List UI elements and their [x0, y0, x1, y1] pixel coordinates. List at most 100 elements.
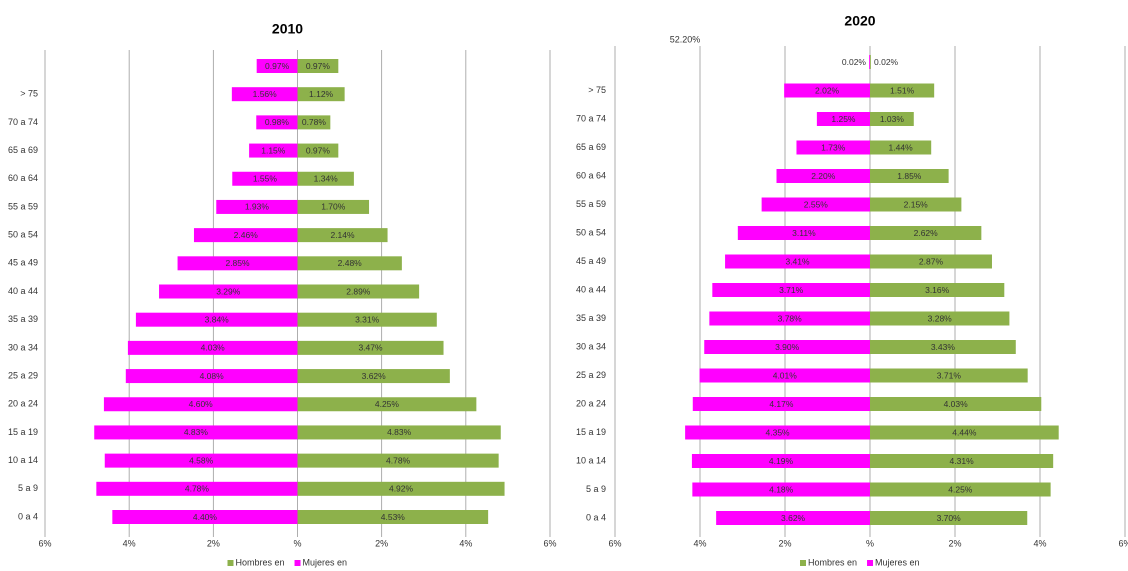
x-tick-label: 2% — [375, 538, 388, 548]
value-label: 3.16% — [925, 285, 950, 295]
bar-male — [297, 171, 354, 186]
bar-male — [870, 83, 935, 98]
y-tick-label: 70 a 74 — [8, 117, 38, 127]
bar-male — [297, 59, 339, 73]
x-tick-label: 4% — [1033, 538, 1046, 548]
x-tick-label: 4% — [693, 538, 706, 548]
bar-female — [159, 284, 298, 299]
bar-male — [297, 256, 402, 271]
bar-male — [297, 425, 501, 440]
bar-female — [127, 340, 298, 355]
bar-male — [870, 55, 871, 69]
value-label: 0.97% — [306, 145, 331, 155]
x-tick-label: 2% — [778, 538, 791, 548]
bar-female — [256, 115, 298, 130]
bar-male — [297, 369, 450, 384]
x-tick-label: 6% — [38, 538, 51, 548]
value-label: 3.41% — [785, 256, 810, 266]
y-tick-label: 55 a 59 — [8, 201, 38, 211]
bar-female — [232, 171, 298, 186]
value-label: 1.93% — [245, 202, 270, 212]
bar-male — [297, 87, 345, 102]
bar-male — [870, 340, 1016, 354]
legend-label: Hombres en — [808, 557, 857, 567]
value-label: 4.58% — [189, 455, 214, 465]
value-label: 1.70% — [321, 202, 346, 212]
legend-swatch — [867, 560, 874, 566]
x-tick-label: 2% — [207, 538, 220, 548]
value-label: 0.02% — [842, 57, 867, 67]
value-label: 4.08% — [200, 371, 225, 381]
value-label: 2.87% — [919, 256, 944, 266]
value-label: 2.48% — [338, 258, 363, 268]
chart-title: 2010 — [272, 21, 303, 37]
x-tick-label: 6% — [543, 538, 556, 548]
y-tick-label: 30 a 34 — [576, 341, 606, 351]
value-label: 4.19% — [769, 456, 794, 466]
x-tick-label: 6% — [1118, 538, 1128, 548]
x-tick-label: % — [293, 538, 301, 548]
value-label: 4.92% — [389, 484, 414, 494]
legend-label: Mujeres en — [303, 557, 348, 567]
x-tick-label: 4% — [459, 538, 472, 548]
value-label: 3.29% — [216, 286, 241, 296]
bar-female — [761, 197, 870, 212]
value-label: 3.90% — [775, 342, 800, 352]
value-label: 3.47% — [358, 343, 383, 353]
value-label: 1.56% — [253, 89, 278, 99]
x-tick-label: % — [866, 538, 874, 548]
bar-male — [297, 199, 370, 214]
bar-male — [870, 425, 1059, 440]
bar-male — [297, 115, 331, 130]
bar-female — [709, 311, 870, 326]
y-tick-label: 40 a 44 — [576, 284, 606, 294]
value-label: 2.62% — [914, 228, 939, 238]
y-tick-label: > 75 — [588, 85, 606, 95]
bar-female — [112, 510, 298, 524]
value-label: 3.43% — [931, 342, 956, 352]
y-tick-label: 35 a 39 — [576, 313, 606, 323]
x-tick-label: 6% — [608, 538, 621, 548]
y-tick-label: 70 a 74 — [576, 113, 606, 123]
y-tick-label: 20 a 24 — [576, 398, 606, 408]
bar-male — [297, 397, 477, 412]
value-label: 2.02% — [815, 85, 840, 95]
value-label: 1.73% — [821, 142, 846, 152]
y-tick-label: 25 a 29 — [8, 370, 38, 380]
y-tick-label: 50 a 54 — [576, 227, 606, 237]
bar-male — [297, 312, 437, 327]
value-label: 2.85% — [225, 258, 250, 268]
bar-male — [297, 453, 499, 468]
y-tick-label: 40 a 44 — [8, 286, 38, 296]
value-label: 3.84% — [205, 314, 230, 324]
value-label: 4.25% — [948, 484, 973, 494]
value-label: 3.31% — [355, 314, 380, 324]
value-label: 3.28% — [928, 313, 953, 323]
value-label: 4.31% — [950, 456, 975, 466]
y-tick-label: 65 a 69 — [8, 145, 38, 155]
bar-male — [870, 112, 914, 126]
bar-female — [256, 59, 298, 73]
y-tick-label: 60 a 64 — [8, 173, 38, 183]
bar-female — [716, 511, 870, 525]
value-label: 2.55% — [804, 199, 829, 209]
y-tick-label: 5 a 9 — [18, 483, 38, 493]
y-tick-label: 55 a 59 — [576, 199, 606, 209]
value-label: 1.44% — [889, 142, 914, 152]
value-label: 4.53% — [381, 512, 406, 522]
y-tick-label: 15 a 19 — [8, 427, 38, 437]
y-tick-label: 5 a 9 — [586, 484, 606, 494]
value-label: 4.03% — [944, 399, 969, 409]
value-label: 1.55% — [253, 174, 278, 184]
bar-male — [870, 226, 982, 240]
value-label: 4.35% — [766, 427, 791, 437]
bar-male — [870, 140, 932, 155]
bar-male — [297, 510, 489, 524]
bar-male — [870, 368, 1028, 383]
bar-female — [125, 369, 298, 384]
bar-male — [870, 511, 1028, 525]
value-label: 2.46% — [234, 230, 259, 240]
bar-female — [249, 143, 298, 158]
bar-female — [103, 397, 298, 412]
bar-female — [699, 368, 870, 383]
